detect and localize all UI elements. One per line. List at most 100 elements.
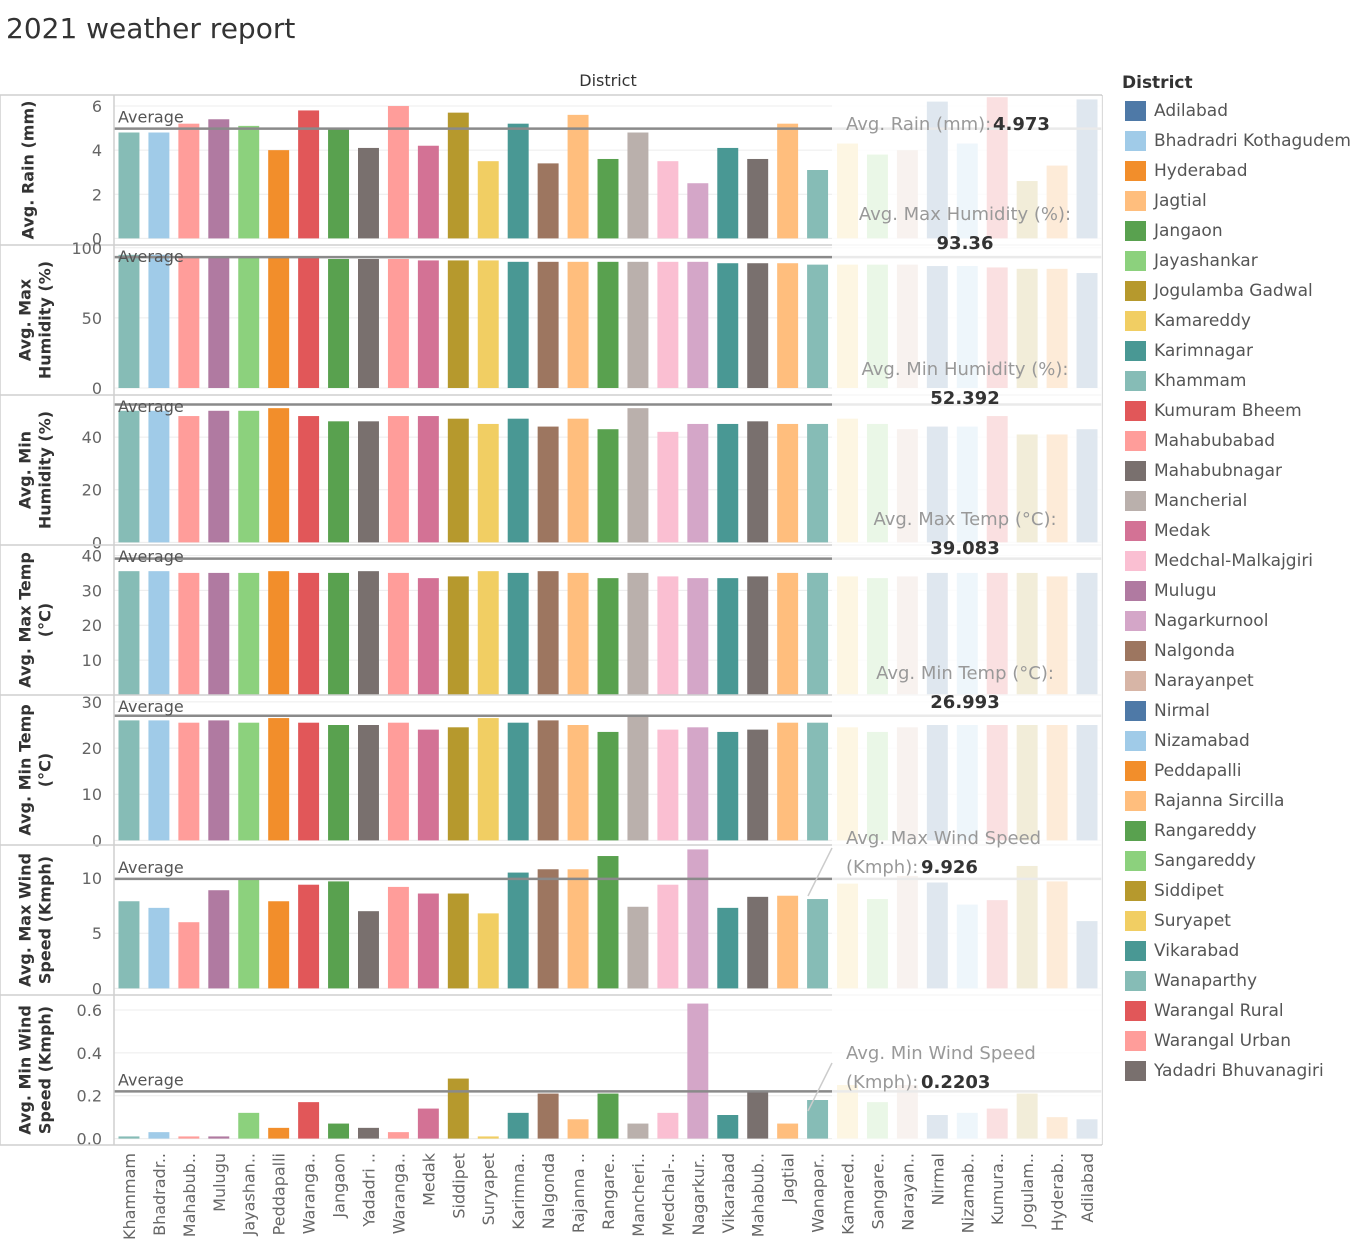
bar xyxy=(777,1123,799,1139)
bar xyxy=(417,578,439,695)
legend-item[interactable]: Jayashankar xyxy=(1120,246,1356,276)
y-tick-label: 20 xyxy=(82,481,102,500)
legend-item[interactable]: Medak xyxy=(1120,516,1356,546)
y-tick-label: 0.4 xyxy=(77,1044,102,1063)
legend-item[interactable]: Yadadri Bhuvanagiri xyxy=(1120,1056,1356,1086)
bar xyxy=(417,145,439,239)
legend-item[interactable]: Hyderabad xyxy=(1120,156,1356,186)
legend-item[interactable]: Mulugu xyxy=(1120,576,1356,606)
bar xyxy=(477,1136,499,1139)
y-tick-label: 40 xyxy=(82,428,102,447)
bar xyxy=(298,884,320,989)
legend-label: Medak xyxy=(1154,521,1211,541)
y-tick-label: 10 xyxy=(82,785,102,804)
bar xyxy=(417,416,439,543)
bar xyxy=(238,256,260,388)
legend-item[interactable]: Kumuram Bheem xyxy=(1120,396,1356,426)
legend-item[interactable]: Nagarkurnool xyxy=(1120,606,1356,636)
legend-item[interactable]: Siddipet xyxy=(1120,876,1356,906)
legend-label: Bhadradri Kothagudem xyxy=(1154,131,1351,151)
bar xyxy=(447,418,469,543)
legend-item[interactable]: Kamareddy xyxy=(1120,306,1356,336)
legend-item[interactable]: Karimnagar xyxy=(1120,336,1356,366)
tooltip-label: Avg. Max Humidity (%): xyxy=(859,204,1071,225)
bar xyxy=(597,261,619,388)
bar xyxy=(148,254,170,388)
legend-swatch xyxy=(1125,971,1146,991)
bar xyxy=(358,911,379,989)
legend-item[interactable]: Vikarabad xyxy=(1120,936,1356,966)
x-tick-label: Jayashan.. xyxy=(240,1153,259,1236)
bar xyxy=(328,881,350,989)
legend-item[interactable]: Wanaparthy xyxy=(1120,966,1356,996)
bar xyxy=(268,150,290,239)
legend-item[interactable]: Adilabad xyxy=(1120,96,1356,126)
bar xyxy=(148,410,170,543)
legend-swatch xyxy=(1125,581,1146,601)
bar xyxy=(597,1093,619,1139)
legend-label: Mulugu xyxy=(1154,581,1217,601)
x-tick-label: Waranga.. xyxy=(300,1153,319,1234)
bar xyxy=(717,578,739,695)
y-tick-label: 0 xyxy=(92,831,102,850)
x-tick-label: Bhadradr.. xyxy=(150,1153,169,1236)
legend-item[interactable]: Mahabubabad xyxy=(1120,426,1356,456)
legend-item[interactable]: Jogulamba Gadwal xyxy=(1120,276,1356,306)
bar xyxy=(627,261,649,388)
page-title: 2021 weather report xyxy=(6,12,296,45)
legend-item[interactable]: Peddapalli xyxy=(1120,756,1356,786)
bar xyxy=(208,256,230,388)
legend-label: Narayanpet xyxy=(1154,671,1254,691)
legend-item[interactable]: Nizamabad xyxy=(1120,726,1356,756)
y-axis-title: Avg. Min Temp(°C) xyxy=(15,704,54,835)
tooltip-value: 4.973 xyxy=(993,114,1050,135)
bar xyxy=(477,161,499,239)
bar xyxy=(208,119,230,239)
x-tick-label: Medchal-.. xyxy=(659,1153,678,1236)
bar xyxy=(777,123,799,239)
legend-item[interactable]: Mahabubnagar xyxy=(1120,456,1356,486)
x-tick-label: Hyderab.. xyxy=(1048,1153,1067,1231)
y-tick-label: 10 xyxy=(82,651,102,670)
y-tick-label: 0.0 xyxy=(77,1130,102,1149)
legend-item[interactable]: Khammam xyxy=(1120,366,1356,396)
bar xyxy=(118,132,140,239)
legend-item[interactable]: Sangareddy xyxy=(1120,846,1356,876)
y-tick-label: 2 xyxy=(92,185,102,204)
legend-item[interactable]: Warangal Urban xyxy=(1120,1026,1356,1056)
bar xyxy=(387,572,409,695)
legend-item[interactable]: Mancherial xyxy=(1120,486,1356,516)
legend-item[interactable]: Suryapet xyxy=(1120,906,1356,936)
legend-item[interactable]: Medchal-Malkajgiri xyxy=(1120,546,1356,576)
legend-item[interactable]: Rangareddy xyxy=(1120,816,1356,846)
legend-item[interactable]: Narayanpet xyxy=(1120,666,1356,696)
bar xyxy=(627,572,649,695)
legend-swatch xyxy=(1125,941,1146,961)
y-axis-title-line: Avg. Rain (mm) xyxy=(19,101,38,240)
legend-item[interactable]: Bhadradri Kothagudem xyxy=(1120,126,1356,156)
bar xyxy=(298,110,320,239)
legend-label: Hyderabad xyxy=(1154,161,1248,181)
bar xyxy=(268,257,290,388)
bar xyxy=(118,254,140,388)
x-tick-label: Wanapar.. xyxy=(809,1153,828,1233)
bar xyxy=(747,576,769,695)
legend-item[interactable]: Nalgonda xyxy=(1120,636,1356,666)
bar xyxy=(507,722,529,841)
bar xyxy=(657,884,679,989)
bar xyxy=(597,731,619,841)
y-axis-title-line: Avg. Max Temp xyxy=(15,552,34,688)
bar xyxy=(118,410,140,543)
legend-swatch xyxy=(1125,851,1146,871)
tooltip-label: Avg. Rain (mm): xyxy=(846,114,991,135)
y-axis-title-line: Speed (Kmph) xyxy=(35,856,54,984)
legend-item[interactable]: Warangal Rural xyxy=(1120,996,1356,1026)
legend-item[interactable]: Jagtial xyxy=(1120,186,1356,216)
bar xyxy=(747,263,769,388)
tooltip-label: (Kmph): xyxy=(846,1072,918,1093)
legend-item[interactable]: Rajanna Sircilla xyxy=(1120,786,1356,816)
x-tick-label: Nizamab.. xyxy=(958,1153,977,1233)
legend-item[interactable]: Nirmal xyxy=(1120,696,1356,726)
legend-item[interactable]: Jangaon xyxy=(1120,216,1356,246)
tooltip-label: Avg. Min Humidity (%): xyxy=(862,359,1069,380)
